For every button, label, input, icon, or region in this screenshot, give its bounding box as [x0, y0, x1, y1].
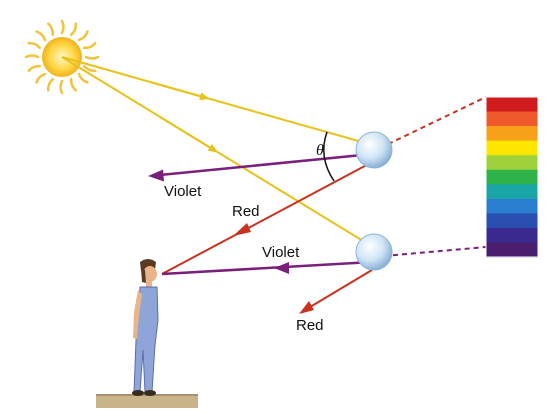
sunlight-rays	[61, 56, 369, 245]
red-label-upper: Red	[232, 203, 260, 220]
spectrum-band	[486, 242, 538, 258]
spectrum-band	[486, 97, 538, 113]
sunlight-ray-upper	[61, 56, 363, 143]
violet-ray-upper	[159, 153, 363, 177]
violet-ray-lower-arrowhead	[274, 262, 289, 274]
violet-ray-lower	[161, 260, 373, 276]
angle-arc	[323, 131, 335, 182]
violet-label-lower: Violet	[262, 244, 300, 261]
sunlight-ray-lower-arrow	[159, 116, 219, 153]
spectrum-band	[486, 126, 538, 142]
spectrum-band	[486, 184, 538, 200]
water-droplet-lower	[355, 233, 393, 271]
spectrum-band	[486, 169, 538, 185]
red-ray-upper	[161, 159, 377, 275]
rainbow-spectrum	[486, 97, 538, 258]
spectrum-band	[486, 140, 538, 156]
spectrum-band	[486, 213, 538, 229]
violet-label-upper: Violet	[164, 183, 202, 200]
ground	[96, 394, 198, 408]
spectrum-band	[486, 198, 538, 214]
red-ray-lower-arrowhead	[299, 301, 314, 314]
water-droplet-upper	[355, 131, 393, 169]
dashed-line-upper	[379, 96, 487, 149]
spectrum-band	[486, 227, 538, 244]
observer-person	[132, 259, 159, 396]
red-ray-lower	[304, 269, 373, 311]
spectrum-band	[486, 155, 538, 171]
red-ray-upper-arrowhead	[233, 223, 251, 236]
angle-theta-label: θ	[316, 142, 324, 159]
dashed-line-lower	[383, 246, 487, 257]
violet-ray-upper-arrowhead	[148, 169, 164, 182]
sunlight-ray-upper-arrow	[149, 81, 210, 101]
spectrum-band	[486, 111, 538, 127]
red-label-lower: Red	[296, 317, 324, 334]
rainbow-spectrum-border	[485, 96, 539, 258]
